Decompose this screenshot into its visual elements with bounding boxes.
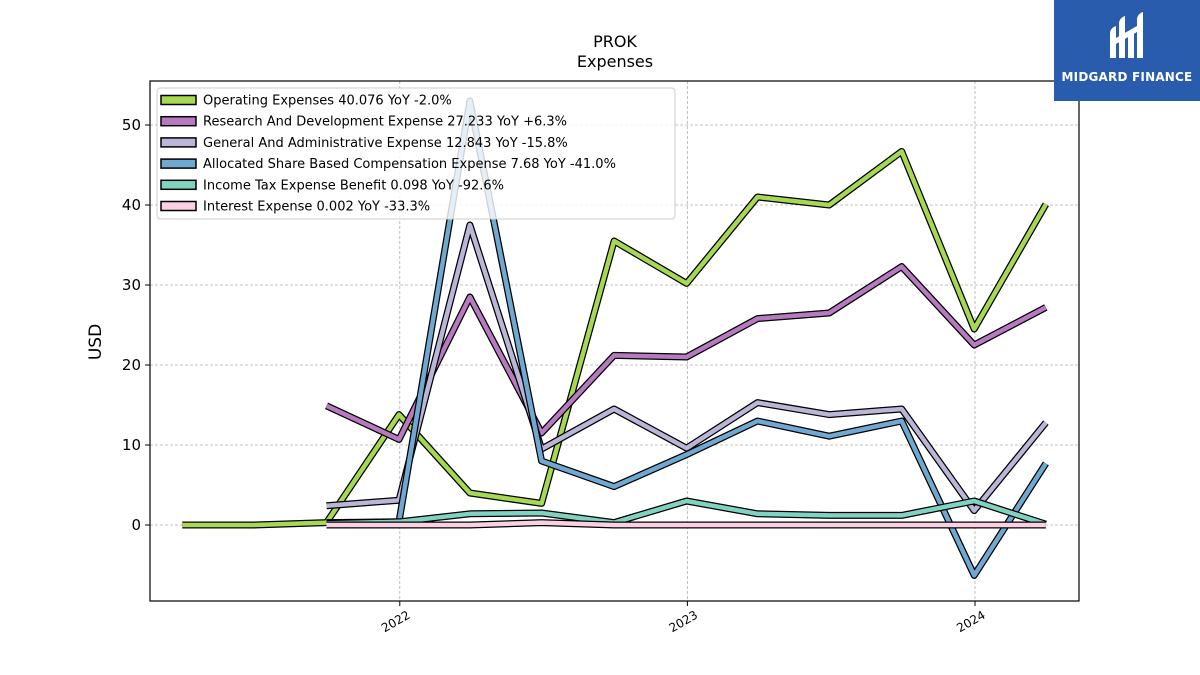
series-stroke <box>326 520 1046 528</box>
legend: Operating Expenses 40.076 YoY -2.0% Resea… <box>156 87 676 220</box>
legend-swatch <box>160 94 197 106</box>
legend-swatch <box>160 158 197 169</box>
chart-subtitle: Expenses <box>577 52 653 71</box>
series-layer <box>182 97 1049 579</box>
series-stroke <box>326 222 1048 513</box>
brand-logo: MIDGARD FINANCE <box>1054 0 1200 101</box>
legend-entry: General And Administrative Expense 12.84… <box>203 136 568 151</box>
plot-frame <box>149 80 1080 602</box>
brand-mark-icon <box>1110 12 1143 58</box>
y-tick-label: 50 <box>122 116 141 134</box>
y-tick-label: 10 <box>122 436 141 454</box>
legend-swatch <box>160 200 197 212</box>
legend-swatch <box>160 179 197 191</box>
x-tick-label: 2023 <box>667 608 700 635</box>
series-line <box>326 221 1049 515</box>
legend-box <box>156 87 676 220</box>
y-tick-label: 40 <box>122 196 141 214</box>
legend-entry: Allocated Share Based Compensation Expen… <box>203 157 616 172</box>
y-tick-label: 0 <box>131 516 141 534</box>
legend-entry: Operating Expenses 40.076 YoY -2.0% <box>203 94 452 109</box>
x-axis-ticks: 2022 2023 2024 <box>379 601 988 635</box>
chart-title: PROK <box>593 32 637 51</box>
series-line <box>326 519 1046 529</box>
legend-swatch <box>160 115 197 127</box>
x-tick-label: 2022 <box>379 608 412 635</box>
legend-entry: Interest Expense 0.002 YoY -33.3% <box>203 200 430 215</box>
y-tick-label: 30 <box>122 276 141 294</box>
y-tick-label: 20 <box>122 356 141 374</box>
series-line <box>325 263 1048 443</box>
x-tick-label: 2024 <box>954 608 987 635</box>
y-axis-label: USD <box>86 324 106 360</box>
brand-name: MIDGARD FINANCE <box>1061 70 1193 84</box>
y-axis-ticks: 0 10 20 30 40 50 <box>122 116 150 534</box>
legend-entry: Income Tax Expense Benefit 0.098 YoY -92… <box>203 178 504 193</box>
legend-entry: Research And Development Expense 27.233 … <box>203 115 567 130</box>
legend-swatch <box>160 137 197 148</box>
